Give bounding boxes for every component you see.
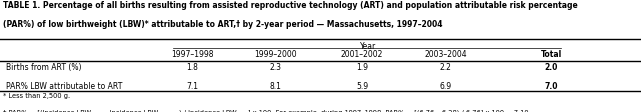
Text: 6.9: 6.9 — [440, 81, 451, 90]
Text: 8.1: 8.1 — [270, 81, 281, 90]
Text: 1.9: 1.9 — [356, 62, 368, 71]
Text: ] x 100. For example, during 1997–1998, PAR% = [(6.76 – 6.28) / 6.76] x 100 = 7.: ] x 100. For example, during 1997–1998, … — [248, 109, 528, 112]
Text: (PAR%) of low birthweight (LBW)* attributable to ART,† by 2-year period — Massac: (PAR%) of low birthweight (LBW)* attribu… — [3, 20, 443, 29]
Text: Year: Year — [360, 42, 377, 51]
Text: * Less than 2,500 g.: * Less than 2,500 g. — [3, 92, 71, 98]
Text: Total: Total — [540, 50, 562, 59]
Text: ) / Incidence LBW: ) / Incidence LBW — [179, 109, 237, 112]
Text: 2003–2004: 2003–2004 — [424, 50, 467, 59]
Text: 1.8: 1.8 — [187, 62, 198, 71]
Text: 2.2: 2.2 — [440, 62, 451, 71]
Text: 7.0: 7.0 — [544, 81, 558, 90]
Text: 7.1: 7.1 — [187, 81, 198, 90]
Text: - Incidence LBW: - Incidence LBW — [103, 109, 158, 112]
Text: 2.3: 2.3 — [270, 62, 281, 71]
Text: 5.9: 5.9 — [356, 81, 368, 90]
Text: 2.0: 2.0 — [545, 62, 558, 71]
Text: 1997–1998: 1997–1998 — [171, 50, 213, 59]
Text: TABLE 1. Percentage of all births resulting from assisted reproductive technolog: TABLE 1. Percentage of all births result… — [3, 1, 578, 10]
Text: 2001–2002: 2001–2002 — [341, 50, 383, 59]
Text: † PAR% = [(Incidence LBW: † PAR% = [(Incidence LBW — [3, 109, 91, 112]
Text: Births from ART (%): Births from ART (%) — [6, 62, 82, 71]
Text: PAR% LBW attributable to ART: PAR% LBW attributable to ART — [6, 81, 123, 90]
Text: 1999–2000: 1999–2000 — [254, 50, 297, 59]
